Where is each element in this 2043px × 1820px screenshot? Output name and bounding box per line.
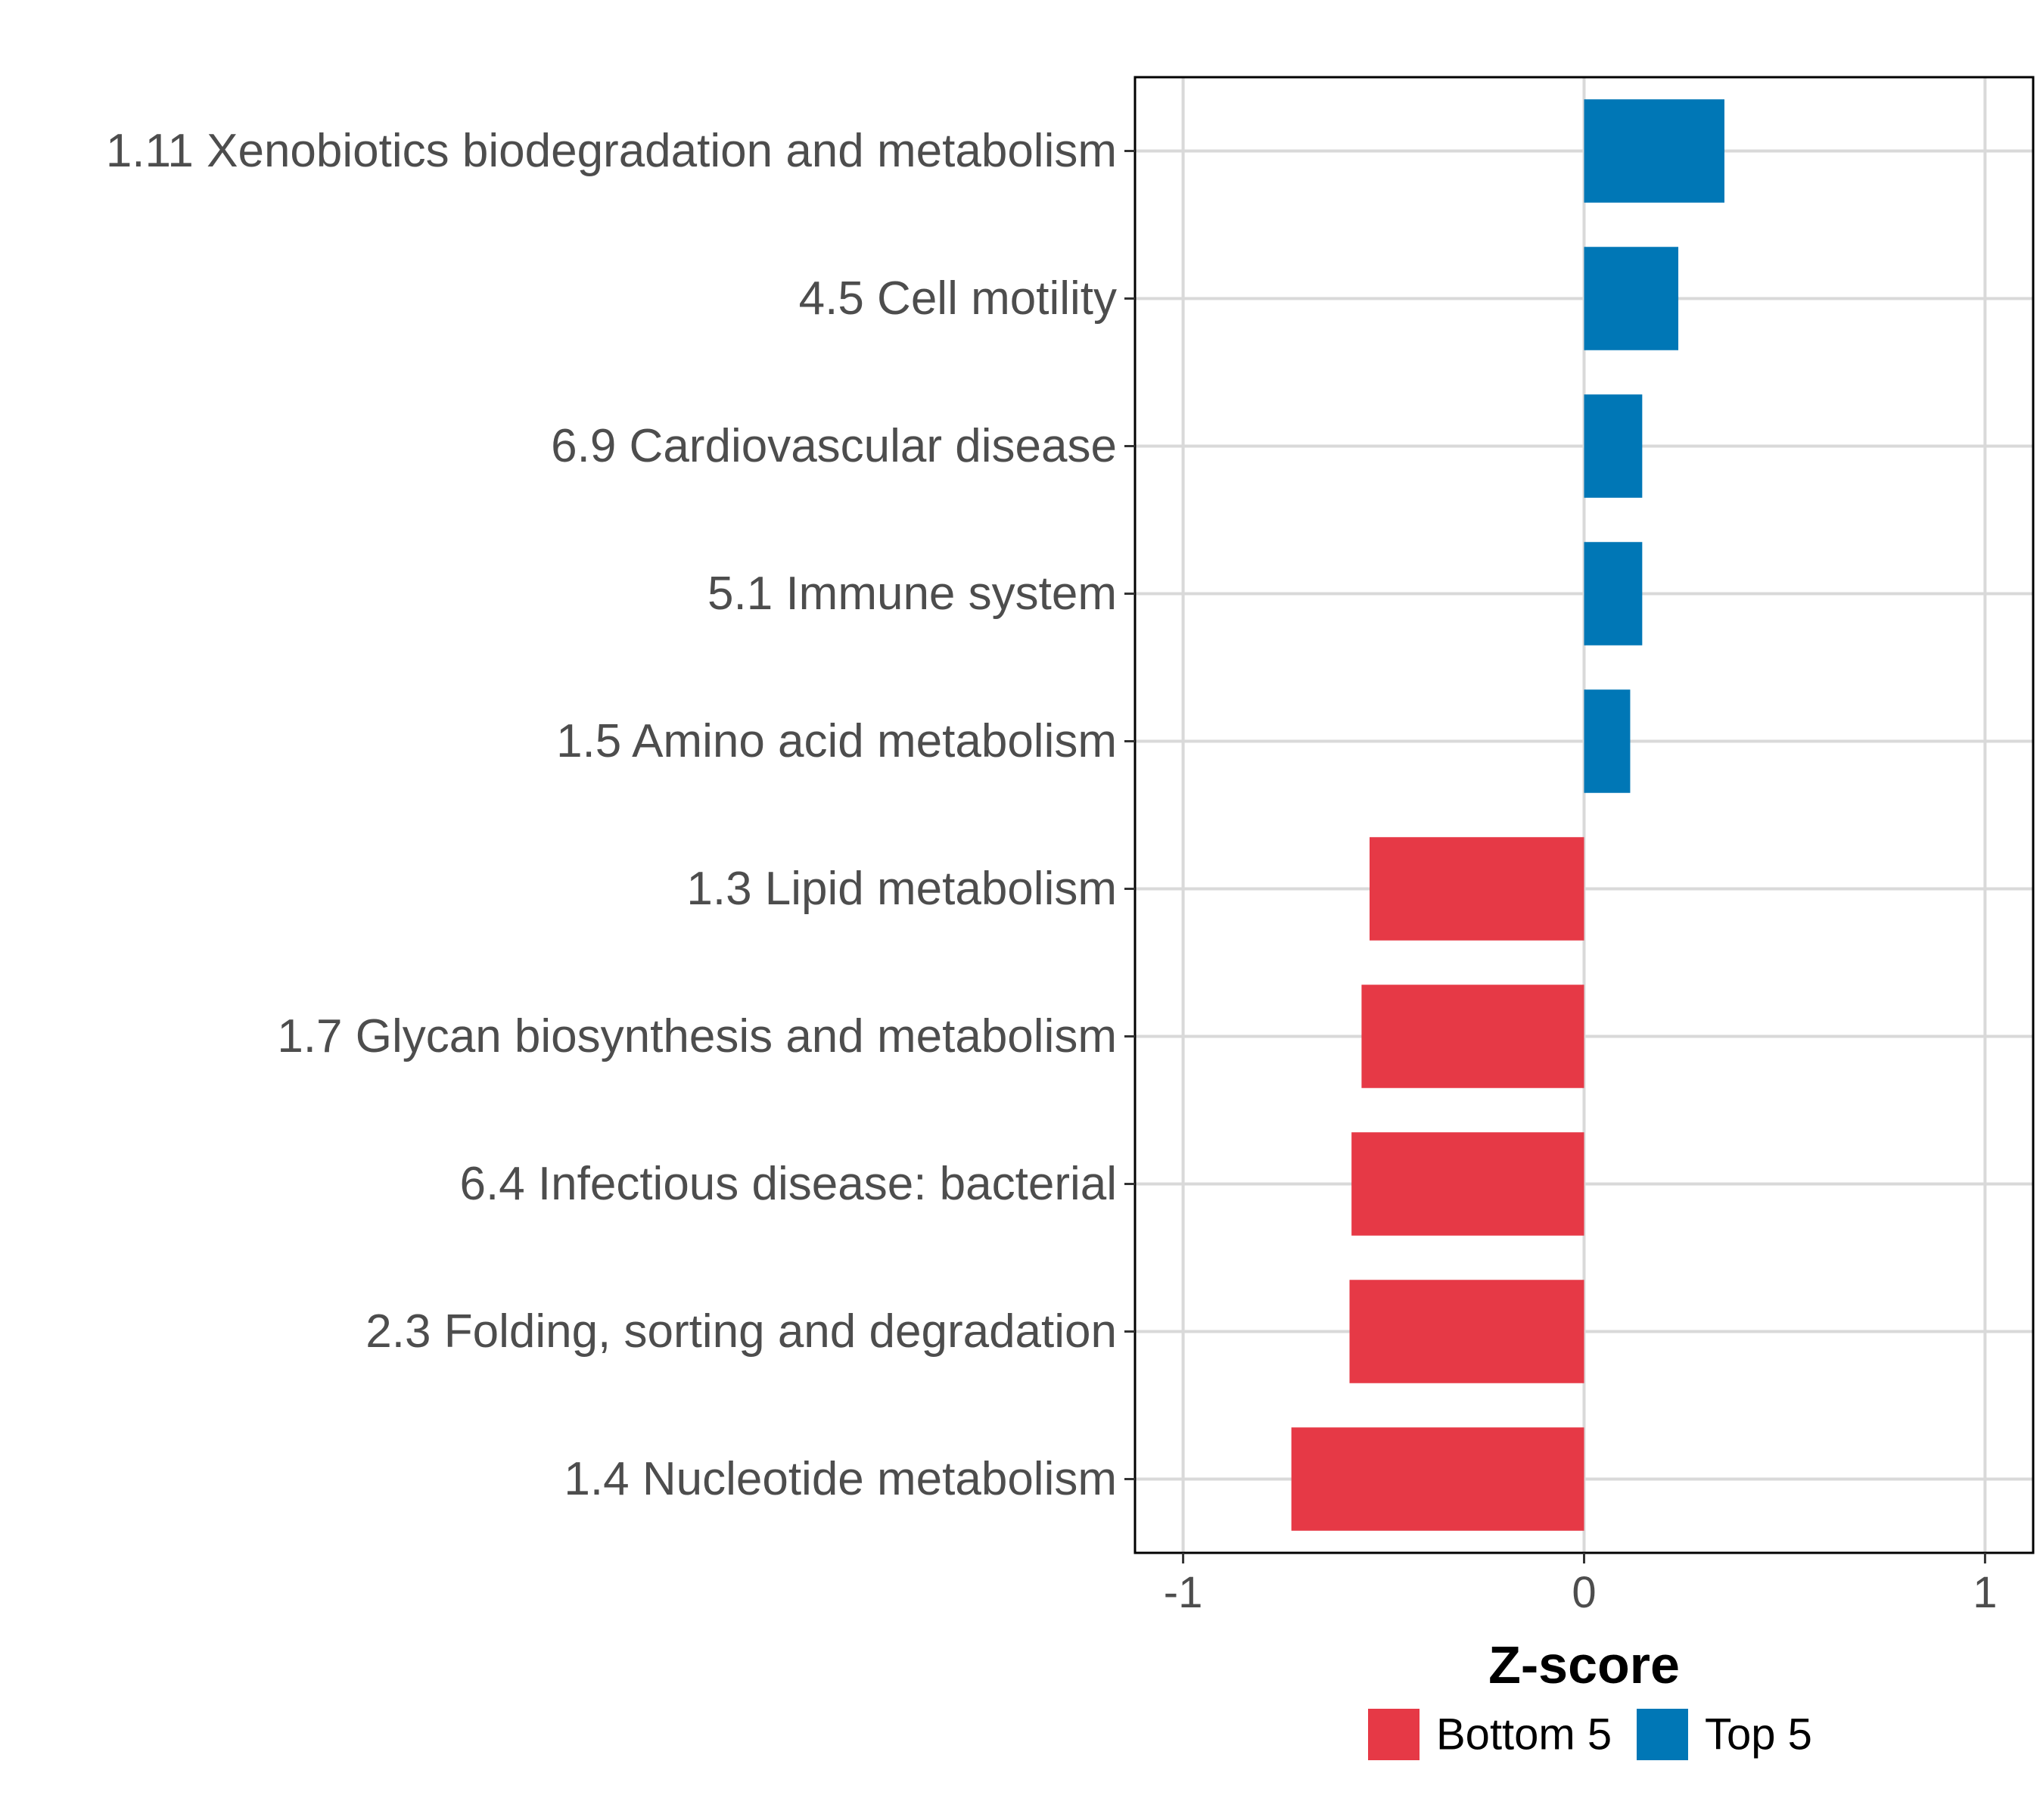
legend-swatch-2 (1637, 1709, 1688, 1760)
y-tick-label: 2.3 Folding, sorting and degradation (365, 1305, 1117, 1358)
y-tick-label: 1.5 Amino acid metabolism (556, 715, 1117, 767)
legend: Bottom 5 Top 5 (1368, 1709, 1812, 1760)
bar-7 (1361, 985, 1584, 1088)
x-tick-label: 0 (1572, 1568, 1596, 1617)
bar-5 (1584, 689, 1631, 793)
bar-3 (1584, 394, 1643, 498)
bar-8 (1351, 1132, 1584, 1236)
y-tick-label: 1.7 Glycan biosynthesis and metabolism (277, 1010, 1117, 1062)
y-tick-label: 6.9 Cardiovascular disease (551, 420, 1117, 472)
legend-label-1: Bottom 5 (1436, 1710, 1612, 1759)
x-axis-title: Z-score (1488, 1635, 1680, 1694)
y-tick-label: 1.11 Xenobiotics biodegradation and meta… (106, 125, 1117, 177)
y-tick-label: 4.5 Cell motility (799, 272, 1117, 325)
bar-1 (1584, 99, 1724, 203)
bar-4 (1584, 542, 1643, 646)
legend-label-2: Top 5 (1705, 1710, 1812, 1759)
bars (1291, 99, 1724, 1531)
bar-10 (1291, 1427, 1584, 1531)
y-tick-label: 1.3 Lipid metabolism (686, 863, 1117, 915)
x-tick-label: -1 (1164, 1568, 1203, 1617)
x-axis: -1 0 1 (1164, 1553, 1998, 1617)
y-tick-label: 6.4 Infectious disease: bacterial (459, 1158, 1117, 1210)
y-tick-label: 1.4 Nucleotide metabolism (564, 1453, 1117, 1505)
bar-9 (1349, 1280, 1584, 1383)
x-tick-label: 1 (1973, 1568, 1997, 1617)
legend-swatch-1 (1368, 1709, 1420, 1760)
bar-6 (1369, 837, 1584, 941)
y-axis: 1.11 Xenobiotics biodegradation and meta… (106, 125, 1135, 1505)
bar-2 (1584, 247, 1679, 350)
y-tick-label: 5.1 Immune system (707, 568, 1117, 620)
